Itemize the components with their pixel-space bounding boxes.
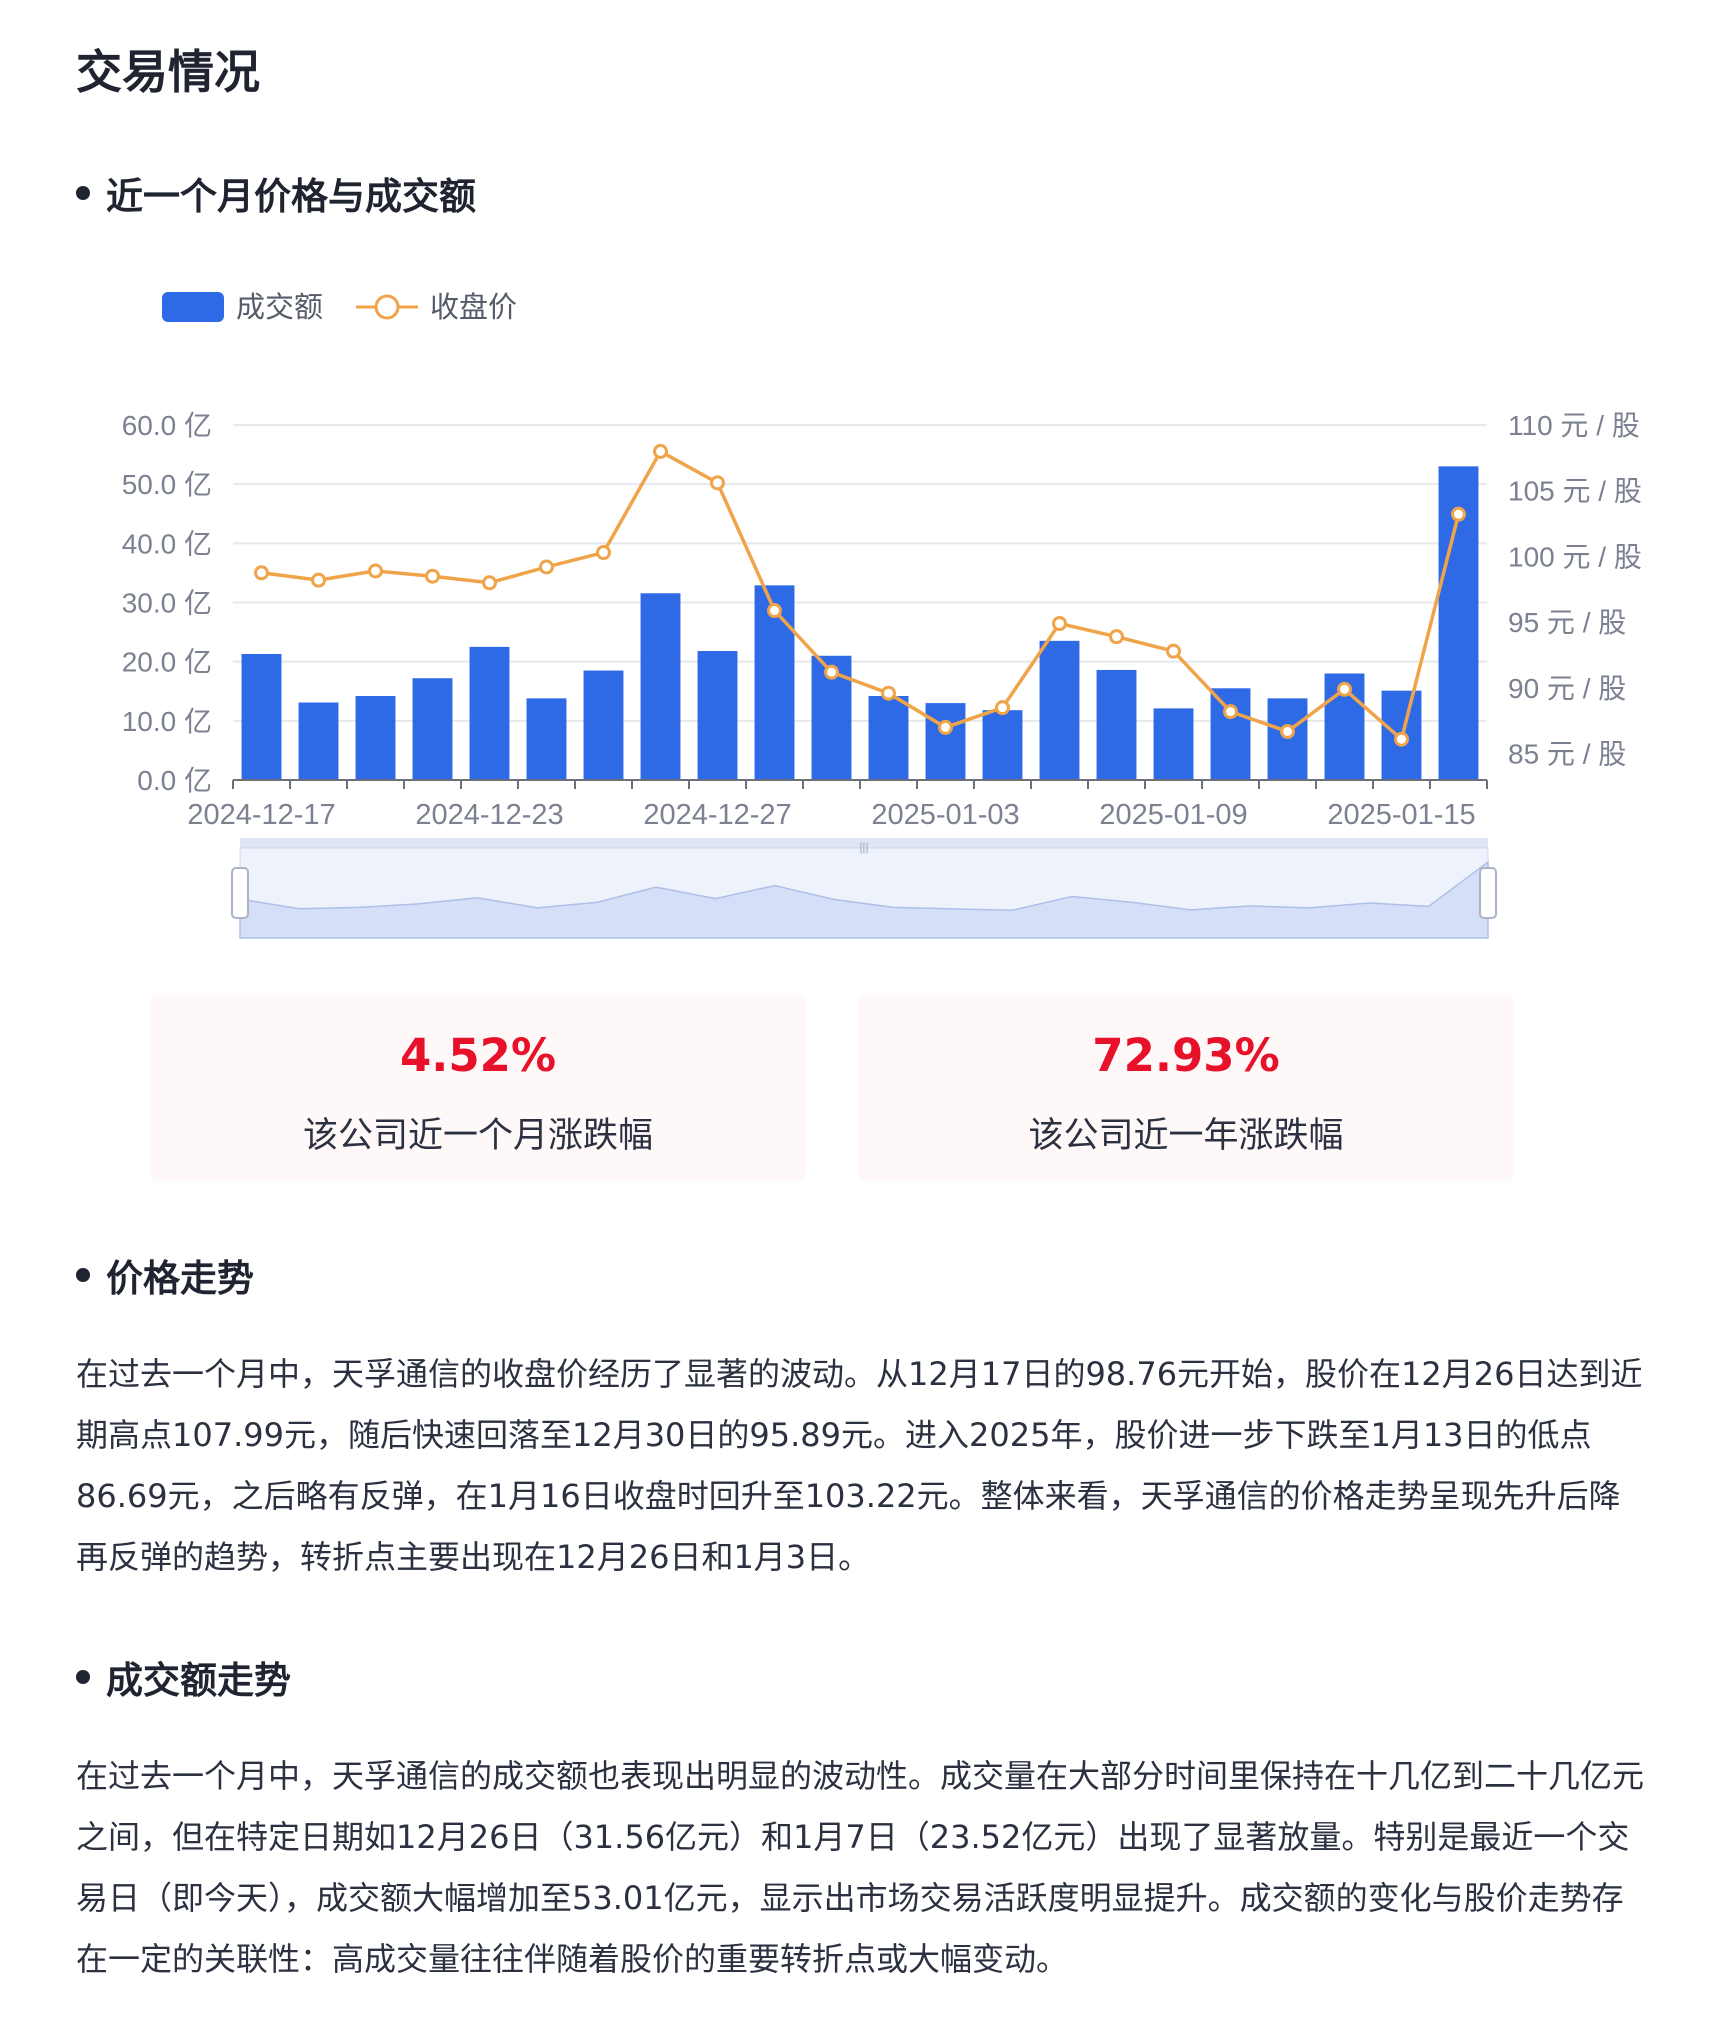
section-title-chart: 近一个月价格与成交额 [76, 166, 476, 220]
x-tick-label: 2025-01-09 [1099, 799, 1247, 831]
volume-bar [640, 593, 681, 780]
x-tick-label: 2025-01-03 [871, 799, 1019, 831]
x-tick-label: 2025-01-15 [1327, 799, 1475, 831]
price-line-path [261, 449, 1461, 743]
y-right-tick-label: 95 元 / 股 [1508, 607, 1626, 638]
volume-bar [697, 651, 738, 780]
volume-bar [1210, 688, 1251, 780]
stat-value-year: 72.93% [1092, 1029, 1280, 1082]
price-point [824, 664, 839, 680]
stat-value-month: 4.52% [399, 1029, 557, 1082]
section-title-volume-label: 成交额走势 [106, 1659, 291, 1702]
price-point [710, 475, 725, 491]
price-point [425, 568, 440, 584]
y-left-tick-label: 20.0 亿 [122, 647, 212, 678]
stat-card-month: 4.52% 该公司近一个月涨跌幅 [150, 993, 806, 1181]
y-right-tick-label: 105 元 / 股 [1508, 476, 1642, 507]
price-point [311, 572, 326, 588]
y-right-tick-label: 110 元 / 股 [1508, 410, 1640, 441]
volume-bar [412, 678, 453, 780]
price-point [1109, 629, 1124, 645]
price-point [482, 575, 497, 591]
volume-bar [925, 703, 966, 780]
y-left-tick-label: 50.0 亿 [122, 469, 212, 500]
price-point [767, 603, 782, 619]
price-volume-chart: 成交额 收盘价 0.0 亿 10.0 亿 20.0 亿 30.0 亿 40.0 亿 50.0… [122, 291, 1642, 939]
y-left-tick-label: 10.0 亿 [122, 706, 212, 737]
price-point [995, 700, 1010, 716]
volume-bar [1153, 708, 1194, 780]
volume-bar [1039, 640, 1080, 780]
price-point [938, 719, 953, 735]
price-point [1223, 704, 1238, 720]
x-tick-label: 2024-12-23 [415, 799, 563, 831]
price-point [539, 559, 554, 575]
price-point [1280, 723, 1295, 739]
legend-swatch-line-marker [374, 294, 400, 320]
price-point [1166, 643, 1181, 659]
volume-bar [982, 710, 1023, 780]
price-point [1337, 681, 1352, 697]
volume-bar [868, 695, 909, 780]
price-point [881, 685, 896, 701]
price-point [653, 443, 668, 459]
chart-grid [233, 424, 1487, 722]
volume-trend-paragraph: 在过去一个月中，天孚通信的成交额也表现出明显的波动性。成交量在大部分时间里保持在… [76, 1757, 1645, 1978]
bullet-icon [76, 1670, 90, 1684]
x-tick-label: 2024-12-17 [187, 799, 335, 831]
section-title-price-label: 价格走势 [106, 1257, 254, 1300]
section-title-volume: 成交额走势 [76, 1650, 291, 1704]
volume-bar [583, 670, 624, 780]
page-title: 交易情况 [76, 45, 260, 99]
price-point [254, 565, 269, 581]
chart-axes: 0.0 亿 10.0 亿 20.0 亿 30.0 亿 40.0 亿 50.0 亿 60.0 … [122, 410, 1642, 831]
x-tick-label: 2024-12-27 [643, 799, 791, 831]
volume-bar [1267, 698, 1308, 780]
stat-card-year: 72.93% 该公司近一年涨跌幅 [858, 993, 1514, 1181]
slider-grip-icon: ||| [859, 840, 868, 854]
price-point [1451, 506, 1466, 522]
y-left-tick-label: 60.0 亿 [122, 410, 212, 441]
volume-bar [241, 653, 282, 780]
volume-bar [1096, 669, 1137, 780]
legend-label-bar: 成交额 [236, 291, 323, 324]
price-trend-paragraph: 在过去一个月中，天孚通信的收盘价经历了显著的波动。从12月17日的98.76元开… [76, 1355, 1643, 1576]
y-left-tick-label: 40.0 亿 [122, 528, 212, 559]
slider-handle-right [1479, 867, 1497, 919]
volume-bar [469, 646, 510, 780]
price-point [368, 563, 383, 579]
datazoom-slider[interactable]: ||| [231, 838, 1497, 939]
volume-bar [298, 702, 339, 780]
legend-label-line: 收盘价 [430, 291, 517, 324]
y-right-tick-label: 100 元 / 股 [1508, 541, 1642, 572]
stat-label-month: 该公司近一个月涨跌幅 [302, 1116, 653, 1156]
y-left-tick-label: 0.0 亿 [137, 765, 212, 796]
y-left-tick-label: 30.0 亿 [122, 588, 212, 619]
stat-label-year: 该公司近一年涨跌幅 [1028, 1116, 1344, 1156]
price-line [254, 443, 1466, 747]
chart-legend[interactable]: 成交额 收盘价 [162, 291, 517, 324]
bullet-icon [76, 1268, 90, 1282]
y-right-tick-label: 90 元 / 股 [1508, 673, 1626, 704]
volume-bars [241, 466, 1479, 780]
slider-handle-left [231, 867, 249, 919]
price-point [1394, 731, 1409, 747]
y-right-tick-label: 85 元 / 股 [1508, 739, 1626, 770]
slider-preview-area [239, 860, 1489, 939]
volume-bar [526, 698, 567, 780]
section-title-chart-label: 近一个月价格与成交额 [106, 175, 476, 218]
bullet-icon [76, 186, 90, 200]
legend-swatch-bar [162, 292, 224, 322]
section-title-price: 价格走势 [76, 1248, 254, 1302]
price-point [596, 545, 611, 561]
price-point [1052, 616, 1067, 632]
volume-bar [355, 695, 396, 780]
